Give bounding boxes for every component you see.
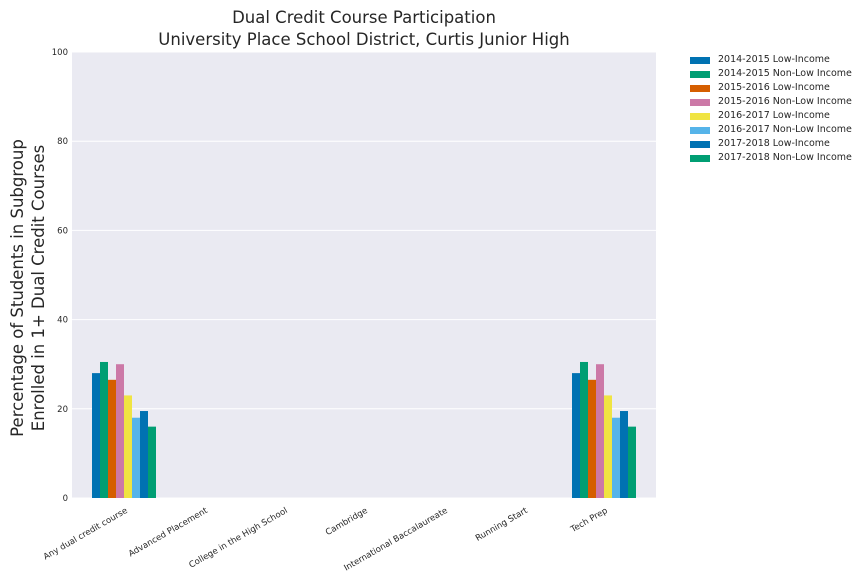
- legend: 2014-2015 Low-Income 2014-2015 Non-Low In…: [690, 53, 852, 165]
- legend-item: 2016-2017 Low-Income: [690, 109, 852, 123]
- y-tick-label: 40: [57, 316, 68, 326]
- legend-swatch: [690, 154, 710, 162]
- bar-2015-2016-low-income-0: [108, 379, 116, 498]
- legend-label: 2015-2016 Non-Low Income: [718, 96, 852, 107]
- bar-2016-2017-non-low-income-6: [612, 417, 620, 498]
- y-tick-label: 20: [57, 405, 68, 415]
- bars: [92, 361, 636, 498]
- chart-title: Dual Credit Course Participation: [232, 8, 496, 27]
- bar-2017-2018-low-income-6: [620, 411, 628, 498]
- legend-label: 2014-2015 Low-Income: [718, 54, 830, 65]
- bar-2014-2015-non-low-income-0: [100, 361, 108, 498]
- bar-2017-2018-non-low-income-6: [628, 426, 636, 498]
- legend-swatch: [690, 98, 710, 106]
- bar-2014-2015-low-income-6: [572, 373, 580, 498]
- bar-2016-2017-non-low-income-0: [132, 417, 140, 498]
- legend-swatch: [690, 84, 710, 92]
- legend-label: 2016-2017 Low-Income: [718, 110, 830, 121]
- legend-label: 2017-2018 Non-Low Income: [718, 152, 852, 163]
- gridlines: [72, 51, 656, 499]
- bar-2017-2018-low-income-0: [140, 411, 148, 498]
- x-tick-label: Tech Prep: [568, 506, 609, 535]
- y-tick-label: 80: [57, 137, 68, 147]
- legend-label: 2014-2015 Non-Low Income: [718, 68, 852, 79]
- y-tick-label: 100: [52, 48, 68, 58]
- plot-area: [72, 52, 656, 498]
- legend-item: 2017-2018 Low-Income: [690, 137, 852, 151]
- x-tick-label: Advanced Placement: [127, 506, 210, 560]
- legend-item: 2016-2017 Non-Low Income: [690, 123, 852, 137]
- legend-item: 2017-2018 Non-Low Income: [690, 151, 852, 165]
- legend-item: 2014-2015 Non-Low Income: [690, 67, 852, 81]
- legend-label: 2016-2017 Non-Low Income: [718, 124, 852, 135]
- bar-2014-2015-non-low-income-6: [580, 361, 588, 498]
- y-tick-label: 60: [57, 226, 68, 236]
- chart-subtitle: University Place School District, Curtis…: [158, 30, 570, 49]
- bar-2016-2017-low-income-0: [124, 395, 132, 498]
- x-tick-label: Running Start: [474, 506, 530, 544]
- legend-swatch: [690, 140, 710, 148]
- bar-2016-2017-low-income-6: [604, 395, 612, 498]
- legend-item: 2014-2015 Low-Income: [690, 53, 852, 67]
- legend-item: 2015-2016 Non-Low Income: [690, 95, 852, 109]
- legend-item: 2015-2016 Low-Income: [690, 81, 852, 95]
- bar-2017-2018-non-low-income-0: [148, 426, 156, 498]
- x-tick-label: Cambridge: [324, 506, 369, 538]
- y-tick-label: 0: [63, 494, 68, 504]
- legend-label: 2017-2018 Low-Income: [718, 138, 830, 149]
- legend-swatch: [690, 56, 710, 64]
- legend-swatch: [690, 126, 710, 134]
- bar-2015-2016-non-low-income-0: [116, 364, 124, 498]
- bar-2014-2015-low-income-0: [92, 373, 100, 498]
- legend-swatch: [690, 70, 710, 78]
- y-tick-labels: 0 20 40 60 80 100: [52, 48, 68, 504]
- bar-2015-2016-non-low-income-6: [596, 364, 604, 498]
- bar-2015-2016-low-income-6: [588, 379, 596, 498]
- legend-swatch: [690, 112, 710, 120]
- legend-label: 2015-2016 Low-Income: [718, 82, 830, 93]
- x-tick-label: Any dual credit course: [42, 506, 130, 562]
